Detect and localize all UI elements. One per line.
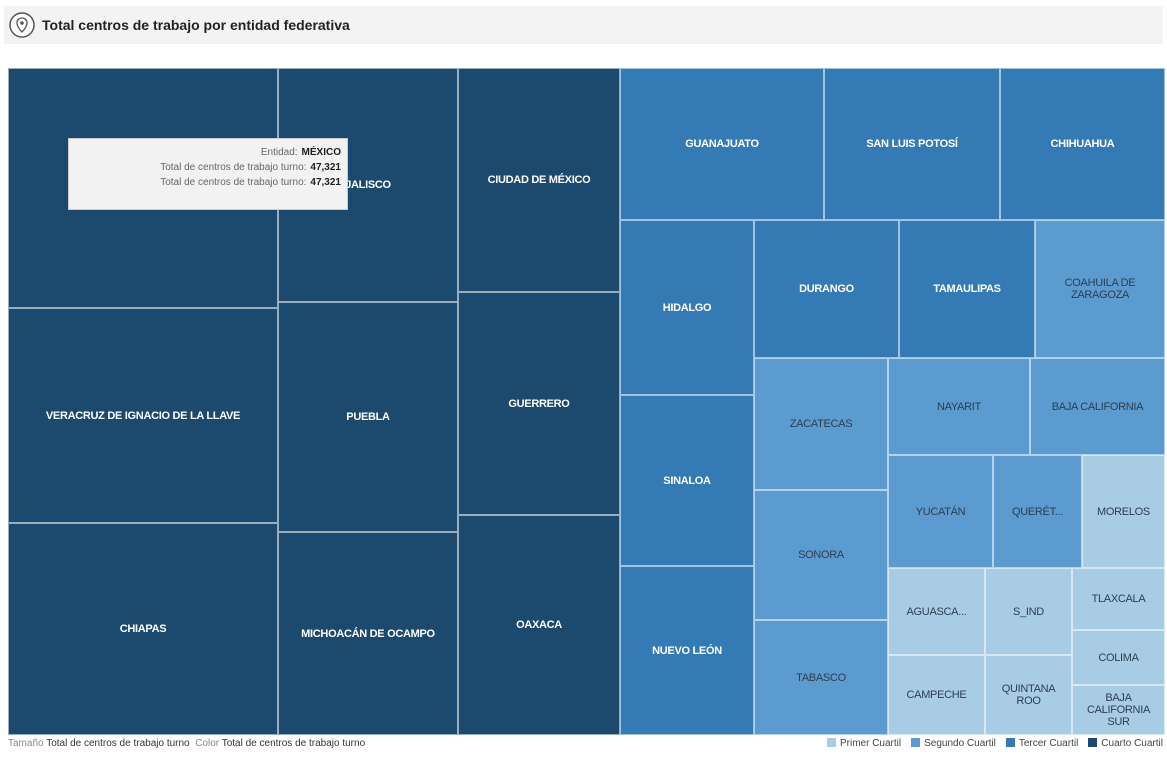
tile: HIDALGO [620, 220, 754, 395]
legend-label: Segundo Cuartil [924, 738, 996, 749]
size-field: Total de centros de trabajo turno [46, 738, 190, 749]
tile: PUEBLA [278, 302, 458, 532]
legend-swatch [911, 738, 921, 747]
tile: NAYARIT [888, 358, 1030, 455]
tile: QUINTANA ROO [985, 655, 1072, 735]
tile-label: OAXACA [516, 619, 562, 631]
tile-label: S_IND [1013, 605, 1044, 618]
tile-label: TLAXCALA [1091, 593, 1146, 605]
size-label: Tamaño [8, 738, 44, 749]
tile: SAN LUIS POTOSÍ [824, 68, 1000, 220]
tile-label: ZACATECAS [789, 418, 853, 430]
tile-label: AGUASCA... [906, 605, 967, 618]
tile: COLIMA [1072, 630, 1165, 685]
tile-label: GUERRERO [508, 397, 570, 410]
tile-label: NUEVO LEÓN [652, 644, 722, 657]
tile: VERACRUZ DE IGNACIO DE LA LLAVE [8, 308, 278, 523]
tile: CAMPECHE [888, 655, 985, 735]
legend-label: Primer Cuartil [839, 738, 902, 749]
tooltip-label: Entidad: [260, 147, 298, 158]
tooltip-value: 47,321 [310, 177, 341, 188]
tile: GUANAJUATO [620, 68, 824, 220]
tile-label: COAHUILA DE ZARAGOZA [1064, 277, 1136, 301]
tile-label: CAMPECHE [906, 689, 967, 701]
tile: CHIAPAS [8, 523, 278, 735]
tile-label: YUCATÁN [915, 505, 966, 518]
tile: SONORA [754, 490, 888, 620]
tile-label: PUEBLA [346, 411, 390, 423]
tooltip-label: Total de centros de trabajo turno: [160, 177, 307, 188]
legend-item: Segundo Cuartil [911, 738, 996, 749]
legend-swatch [1088, 738, 1098, 747]
tile: GUERRERO [458, 292, 620, 515]
tooltip-value: MÉXICO [301, 147, 341, 158]
legend-label: Tercer Cuartil [1018, 738, 1079, 749]
tile: BAJA CALIFORNIA SUR [1072, 685, 1165, 735]
legend-item: Cuarto Cuartil [1088, 738, 1163, 749]
tile: S_IND [985, 568, 1072, 655]
tile-label: DURANGO [799, 283, 854, 295]
tile-label: CHIAPAS [119, 623, 167, 635]
tile-label: JALISCO [345, 179, 391, 191]
tooltip-row: Total de centros de trabajo turno: 47,321 [75, 160, 341, 175]
tile-label: TAMAULIPAS [933, 283, 1001, 295]
tooltip-row: Total de centros de trabajo turno: 47,321 [75, 175, 341, 190]
tile: ZACATECAS [754, 358, 888, 490]
tile-label: COLIMA [1098, 651, 1139, 664]
tile: CHIHUAHUA [1000, 68, 1165, 220]
tile: DURANGO [754, 220, 899, 358]
legend-item: Primer Cuartil [826, 738, 902, 749]
tile: TLAXCALA [1072, 568, 1165, 630]
tile: OAXACA [458, 515, 620, 735]
tooltip-label: Total de centros de trabajo turno: [160, 162, 307, 173]
tile-label: SINALOA [663, 474, 711, 487]
footer: Tamaño Total de centros de trabajo turno… [8, 738, 365, 749]
tile-label: BAJA CALIFORNIA SUR [1086, 692, 1150, 728]
location-icon [9, 12, 35, 38]
legend-label: Cuarto Cuartil [1101, 738, 1163, 749]
tile-label: MORELOS [1097, 505, 1150, 518]
tile: CIUDAD DE MÉXICO [458, 68, 620, 292]
tile: AGUASCA... [888, 568, 985, 655]
title: Total centros de trabajo por entidad fed… [42, 17, 350, 33]
tile: SINALOA [620, 395, 754, 566]
tile-label: VERACRUZ DE IGNACIO DE LA LLAVE [45, 409, 241, 422]
color-label: Color [195, 738, 220, 749]
color-field: Total de centros de trabajo turno [221, 738, 366, 749]
tile: MORELOS [1082, 455, 1165, 568]
header: Total centros de trabajo por entidad fed… [4, 6, 1163, 44]
tile: JALISCO [278, 68, 458, 302]
tooltip-row: Entidad: MÉXICO [75, 145, 341, 160]
tile-label: TABASCO [796, 671, 846, 684]
tile-label: SAN LUIS POTOSÍ [866, 138, 958, 150]
tooltip: Entidad: MÉXICO Total de centros de trabaj… [68, 138, 348, 210]
legend: Primer Cuartil Segundo Cuartil Tercer Cuar… [826, 738, 1163, 749]
tile-label: CHIHUAHUA [1050, 138, 1115, 150]
tile: BAJA CALIFORNIA [1030, 358, 1165, 455]
legend-swatch [826, 738, 836, 747]
tile-label: QUERÉT... [1011, 505, 1064, 518]
tooltip-value: 47,321 [310, 162, 341, 173]
tile: QUERÉT... [993, 455, 1082, 568]
tile-label: QUINTANA ROO [1001, 683, 1056, 707]
tile: TAMAULIPAS [899, 220, 1035, 358]
tile-label: NAYARIT [937, 400, 981, 413]
tile-label: CIUDAD DE MÉXICO [487, 174, 591, 186]
legend-swatch [1005, 738, 1015, 747]
tile: MICHOACÁN DE OCAMPO [278, 532, 458, 735]
tile: TABASCO [754, 620, 888, 735]
tile: COAHUILA DE ZARAGOZA [1035, 220, 1165, 358]
tile-label: GUANAJUATO [685, 138, 759, 150]
tile-label: HIDALGO [662, 301, 712, 314]
legend-item: Tercer Cuartil [1005, 738, 1079, 749]
tile-label: BAJA CALIFORNIA [1051, 400, 1144, 413]
tile-label: MICHOACÁN DE OCAMPO [301, 627, 435, 640]
tile: NUEVO LEÓN [620, 566, 754, 735]
tile-label: SONORA [798, 549, 844, 561]
tile: YUCATÁN [888, 455, 993, 568]
